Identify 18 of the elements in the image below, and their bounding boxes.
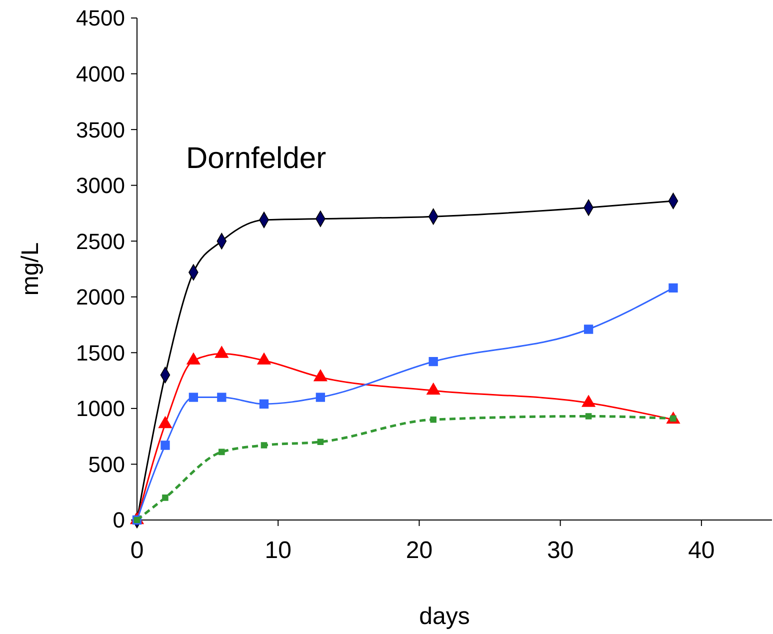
y-axis-title: mg/L bbox=[17, 242, 44, 296]
y-tick-label: 2500 bbox=[76, 228, 125, 254]
y-tick-label: 3000 bbox=[76, 173, 125, 198]
y-tick-label: 500 bbox=[88, 452, 125, 477]
y-tick-label: 1000 bbox=[76, 396, 125, 422]
y-tick-label: 2000 bbox=[76, 284, 125, 310]
x-tick-label: 10 bbox=[264, 537, 292, 564]
x-axis-title: days bbox=[419, 603, 470, 630]
y-tick-label: 0 bbox=[112, 508, 125, 533]
x-tick-label: 30 bbox=[546, 537, 574, 564]
x-tick-label: 40 bbox=[688, 537, 715, 564]
x-tick-label: 0 bbox=[130, 537, 144, 564]
y-tick-label: 1500 bbox=[76, 340, 125, 366]
annotation: Dornfelder bbox=[186, 142, 326, 175]
y-tick-label: 4000 bbox=[76, 61, 125, 86]
x-tick-label: 20 bbox=[406, 537, 433, 564]
y-tick-label: 4500 bbox=[76, 6, 125, 31]
y-tick-label: 3500 bbox=[76, 117, 125, 142]
